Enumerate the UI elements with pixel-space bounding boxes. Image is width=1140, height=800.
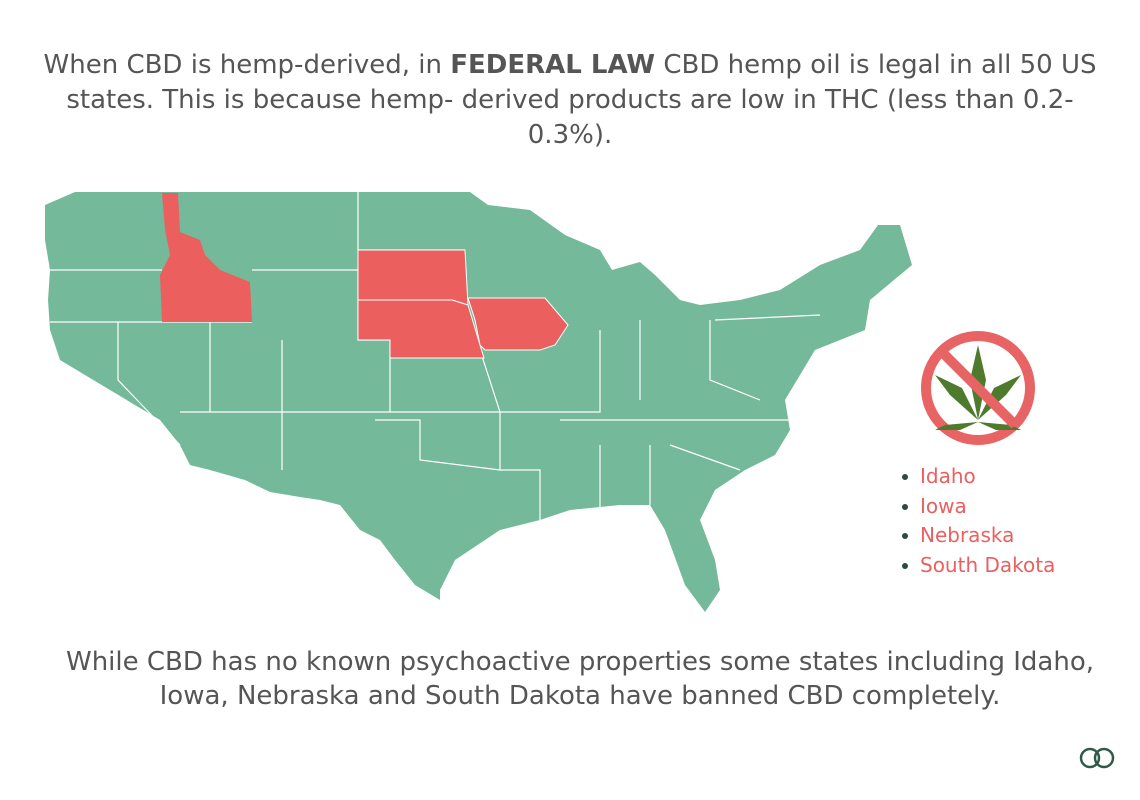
sign-bar	[937, 347, 1019, 429]
header-text-end: CBD hemp oil is legal in all 50 US state…	[66, 50, 1097, 150]
banned-state: Nebraska	[902, 521, 1055, 551]
banned-state-nebraska	[357, 299, 485, 359]
header-bold: FEDERAL LAW	[450, 50, 656, 80]
border	[375, 419, 501, 471]
footer-text: While CBD has no known psychoactive prop…	[66, 647, 1094, 711]
border	[709, 320, 761, 401]
border	[714, 314, 821, 321]
border	[479, 330, 601, 413]
no-cannabis-icon	[921, 331, 1035, 445]
banned-states-list: Idaho Iowa Nebraska South Dakota	[902, 462, 1055, 580]
header-text: When CBD is hemp-derived, in FEDERAL LAW…	[30, 48, 1110, 153]
border	[669, 444, 741, 471]
us-outline	[45, 192, 912, 612]
banned-state-iowa	[467, 297, 569, 351]
banned-state: Idaho	[902, 462, 1055, 492]
banned-state: Iowa	[902, 492, 1055, 522]
banned-state: South Dakota	[902, 551, 1055, 581]
banned-state-south-dakota	[357, 249, 469, 306]
header-text-start: When CBD is hemp-derived, in	[43, 50, 451, 80]
banned-state-idaho	[160, 193, 252, 322]
logo	[1079, 747, 1115, 769]
border	[117, 322, 181, 446]
